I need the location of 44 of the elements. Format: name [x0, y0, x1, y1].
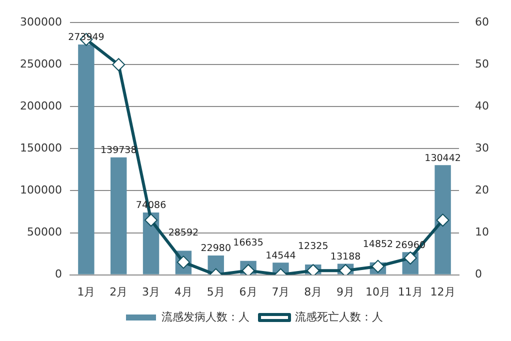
x-tick-label: 6月 — [239, 285, 258, 298]
point — [242, 264, 255, 275]
x-tick-label: 5月 — [206, 285, 225, 298]
x-tick-label: 3月 — [142, 285, 160, 298]
point — [144, 214, 158, 227]
x-tick-label: 8月 — [304, 285, 322, 298]
y-tick-label: 200000 — [20, 100, 62, 113]
x-tick-label: 1月 — [77, 285, 96, 298]
y-tick-label: 50000 — [26, 226, 62, 239]
point — [112, 58, 126, 72]
point — [371, 260, 384, 273]
y2-tick-label: 50 — [475, 57, 490, 70]
y-tick-label: 100000 — [20, 184, 62, 197]
legend-label: 流感死亡人数：人 — [295, 310, 383, 324]
data-label: 12325 — [298, 241, 328, 252]
x-tick-label: 2月 — [110, 285, 128, 298]
data-label: 130442 — [424, 152, 461, 164]
y2-tick-label: 0 — [475, 268, 482, 281]
data-label: 13188 — [330, 251, 361, 262]
x-tick-label: 11月 — [398, 285, 423, 298]
bar — [78, 44, 94, 274]
y-tick-label: 0 — [54, 268, 62, 281]
y-tick-label: 300000 — [20, 15, 62, 28]
y2-tick-label: 20 — [475, 184, 490, 197]
bar — [434, 165, 451, 274]
data-label: 14544 — [266, 250, 296, 262]
x-tick-label: 7月 — [272, 285, 290, 298]
point — [436, 214, 450, 227]
y2-tick-label: 60 — [475, 15, 490, 28]
data-label: 16635 — [233, 238, 264, 249]
data-label: 14852 — [362, 239, 394, 250]
x-tick-label: 10月 — [365, 285, 390, 298]
y-tick-label: 250000 — [20, 57, 62, 70]
legend-label: 流感发病人数：人 — [162, 310, 250, 324]
x-tick-label: 12月 — [430, 285, 456, 298]
data-label: 22980 — [200, 243, 231, 254]
x-tick-label: 4月 — [174, 285, 192, 298]
y2-tick-label: 40 — [475, 100, 490, 113]
bar — [110, 157, 127, 274]
y2-tick-label: 10 — [475, 226, 490, 239]
y-tick-label: 150000 — [20, 142, 62, 155]
data-label: 28592 — [168, 227, 199, 238]
y2-tick-label: 30 — [475, 142, 490, 155]
x-tick-label: 9月 — [336, 285, 355, 298]
